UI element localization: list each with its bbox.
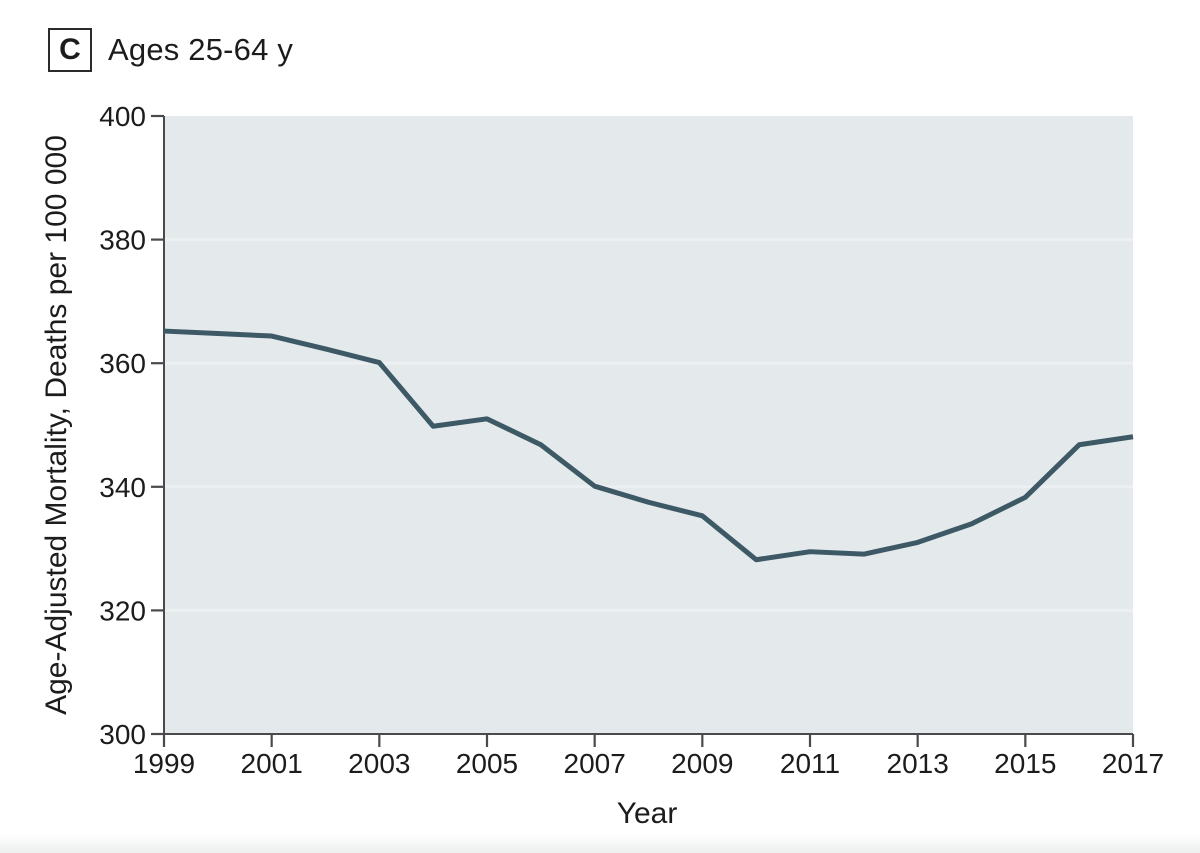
x-tick-label: 2017 (1102, 748, 1164, 779)
y-tick-label: 340 (99, 472, 146, 503)
plot-background (164, 116, 1133, 734)
y-tick-label: 380 (99, 225, 146, 256)
y-axis-title: Age-Adjusted Mortality, Deaths per 100 0… (40, 135, 73, 715)
y-tick-label: 360 (99, 348, 146, 379)
panel-label-box: C (48, 28, 92, 72)
y-tick-label: 320 (99, 595, 146, 626)
figure-title: Ages 25-64 y (108, 32, 294, 67)
figure-header: C Ages 25-64 y (48, 28, 293, 72)
x-tick-label: 2015 (994, 748, 1056, 779)
x-tick-label: 2005 (456, 748, 518, 779)
data-line (163, 328, 1134, 563)
x-axis-title: Year (617, 797, 678, 830)
x-tick-label: 2007 (564, 748, 626, 779)
x-tick-label: 2001 (241, 748, 303, 779)
x-tick-label: 2013 (887, 748, 949, 779)
x-tick-label: 2003 (348, 748, 410, 779)
x-tick-label: 2011 (780, 748, 840, 779)
panel-label: C (59, 33, 81, 66)
y-tick-label: 400 (99, 101, 146, 132)
x-tick-label: 2009 (671, 748, 733, 779)
x-tick-label: 1999 (133, 748, 195, 779)
y-tick-label: 300 (99, 719, 146, 750)
bottom-edge-shadow (0, 835, 1200, 853)
